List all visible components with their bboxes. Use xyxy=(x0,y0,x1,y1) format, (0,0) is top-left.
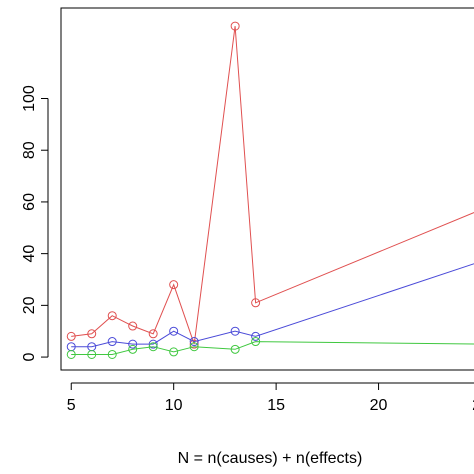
x-axis: 5 10 15 20 25 xyxy=(67,382,474,414)
y-tick-label-100: 100 xyxy=(21,85,38,112)
series-1-point-7 xyxy=(230,326,240,336)
series-1-point-4 xyxy=(148,339,158,349)
series-0-point-0 xyxy=(66,331,76,341)
x-axis-title: N = n(causes) + n(effects) xyxy=(178,450,363,467)
series-0-point-8 xyxy=(251,298,261,308)
x-tick-label-5: 5 xyxy=(67,397,76,414)
series-2-point-2 xyxy=(107,349,117,359)
series-2-point-5 xyxy=(169,347,179,357)
series-1-point-8 xyxy=(251,331,261,341)
series-0-point-3 xyxy=(128,321,138,331)
series-2-point-1 xyxy=(87,349,97,359)
x-tick-label-10: 10 xyxy=(165,397,183,414)
series-1-point-5 xyxy=(169,326,179,336)
y-tick-label-60: 60 xyxy=(21,193,38,211)
series-0 xyxy=(66,21,474,349)
series-0-point-4 xyxy=(148,329,158,339)
series-0-point-2 xyxy=(107,311,117,321)
y-tick-label-80: 80 xyxy=(21,141,38,159)
series-0-point-1 xyxy=(87,329,97,339)
series-1-line xyxy=(71,263,474,348)
series-0-point-5 xyxy=(169,280,179,290)
series-2-point-8 xyxy=(251,337,261,347)
series-1-point-3 xyxy=(128,339,138,349)
series-0-point-7 xyxy=(230,21,240,31)
series-2-point-3 xyxy=(128,344,138,354)
series-0-point-6 xyxy=(189,339,199,349)
series-1-point-6 xyxy=(189,337,199,347)
series-2-point-6 xyxy=(189,342,199,352)
series-2-point-7 xyxy=(230,344,240,354)
y-tick-label-20: 20 xyxy=(21,296,38,314)
series-2-point-0 xyxy=(66,349,76,359)
series-1 xyxy=(66,263,474,352)
series-2-point-4 xyxy=(148,342,158,352)
series-0-line xyxy=(71,26,474,345)
y-tick-label-0: 0 xyxy=(21,353,38,362)
x-tick-label-25: 25 xyxy=(472,397,474,414)
series-2 xyxy=(66,337,474,359)
series-layer xyxy=(66,21,474,359)
y-tick-label-40: 40 xyxy=(21,245,38,263)
series-1-point-2 xyxy=(107,337,117,347)
series-2-line xyxy=(71,341,474,355)
x-tick-label-20: 20 xyxy=(370,397,388,414)
plot-frame xyxy=(60,7,474,371)
y-axis: 0 20 40 60 80 100 xyxy=(21,85,49,362)
x-tick-label-15: 15 xyxy=(267,397,285,414)
